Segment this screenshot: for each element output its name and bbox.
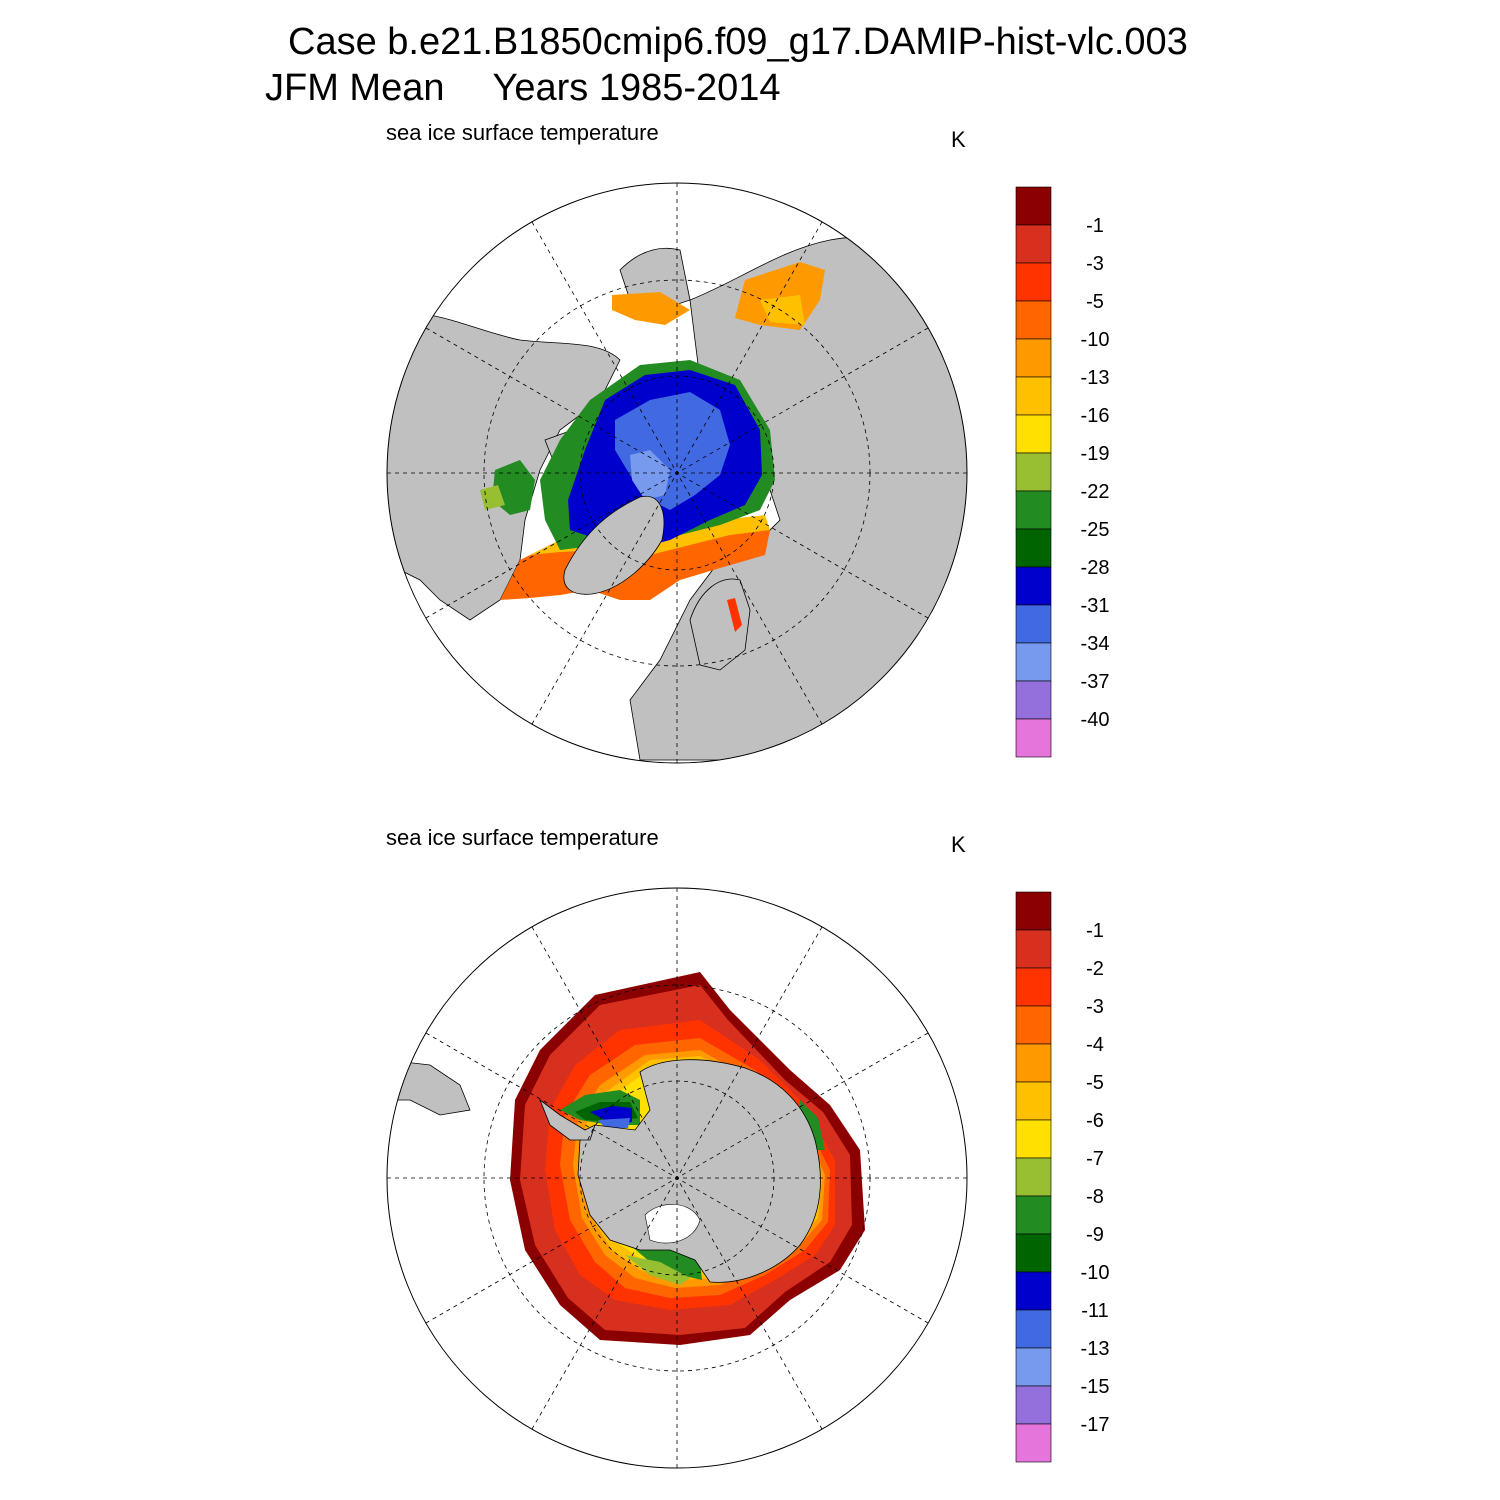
north-colorbar-swatch [1015,224,1052,264]
south-colorbar-swatch [1015,1271,1052,1311]
south-ice-shelf-ross [644,1204,701,1244]
south-land-antarctic-peninsula [539,1098,596,1141]
south-colorbar-swatch [1015,1423,1052,1463]
north-colorbar-tick-label: -19 [1081,443,1110,465]
north-graticule [387,183,967,763]
south-colorbar-tick-label: -11 [1081,1300,1108,1322]
north-colorbar-swatch [1015,566,1052,606]
north-colorbar-swatch [1015,718,1052,758]
south-panel-label: sea ice surface temperature [386,825,659,850]
north-colorbar-tick-label: -22 [1081,481,1110,503]
north-colorbar-tick-label: -37 [1081,671,1110,693]
season-label: JFM Mean [265,67,445,109]
south-colorbar: -1 -2 -3 -4 -5 -6 -7 -8 -9 -10 -11 -13 -15 -17 [1015,891,1110,1463]
south-colorbar-swatch [1015,1309,1052,1349]
north-colorbar-tick-label: -25 [1081,519,1110,541]
north-colorbar-swatch [1015,376,1052,416]
north-colorbar-tick-label: -40 [1081,709,1110,731]
south-colorbar-swatch [1015,1157,1052,1197]
north-colorbar-swatch [1015,642,1052,682]
south-colorbar-tick-label: -1 [1086,920,1104,942]
north-colorbar: -1 -3 -5 -10 -13 -16 -19 -22 -25 -28 -31 -34 -37 -40 [1015,186,1110,758]
south-colorbar-tick-label: -5 [1086,1072,1104,1094]
south-colorbar-tick-label: -2 [1086,958,1104,980]
north-colorbar-swatch [1015,338,1052,378]
south-ice-east-green [800,1100,825,1150]
north-colorbar-tick-label: -1 [1086,215,1104,237]
north-colorbar-tick-label: -28 [1081,557,1110,579]
north-ice-okhotsk [612,292,690,325]
north-polar-map [386,182,968,764]
north-colorbar-swatch [1015,186,1052,226]
south-colorbar-tick-label: -13 [1081,1338,1110,1360]
north-colorbar-tick-label: -13 [1081,367,1110,389]
south-colorbar-swatch [1015,1043,1052,1083]
south-ice-ross-yellowgreen [625,1255,690,1285]
south-polar-map [386,887,968,1469]
south-units-label: K [951,832,966,857]
north-colorbar-swatch [1015,528,1052,568]
south-ice-ross-green [630,1245,702,1280]
south-colorbar-tick-label: -17 [1081,1414,1110,1436]
south-colorbar-swatch [1015,1119,1052,1159]
north-colorbar-tick-label: -3 [1086,253,1104,275]
south-colorbar-tick-label: -9 [1086,1224,1104,1246]
north-colorbar-swatch [1015,300,1052,340]
north-units-label: K [951,127,966,152]
south-colorbar-swatch [1015,891,1052,931]
south-colorbar-tick-label: -10 [1081,1262,1110,1284]
north-colorbar-swatch [1015,262,1052,302]
south-colorbar-swatch [1015,1081,1052,1121]
south-colorbar-swatch [1015,1347,1052,1387]
north-colorbar-tick-label: -34 [1081,633,1110,655]
north-colorbar-swatch [1015,604,1052,644]
north-colorbar-swatch [1015,490,1052,530]
south-colorbar-swatch [1015,967,1052,1007]
north-colorbar-tick-label: -5 [1086,291,1104,313]
figure-title-period: JFM Mean Years 1985-2014 [265,68,781,108]
south-colorbar-swatch [1015,1005,1052,1045]
south-colorbar-tick-label: -6 [1086,1110,1104,1132]
north-ice-baltic [727,598,742,632]
north-colorbar-tick-label: -31 [1081,595,1110,617]
south-graticule [387,888,967,1468]
south-colorbar-tick-label: -3 [1086,996,1104,1018]
north-panel-label: sea ice surface temperature [386,120,659,145]
south-ice-weddell-royalblue [598,1118,630,1128]
north-ice-bering-warm [760,295,805,325]
north-colorbar-swatch [1015,452,1052,492]
years-label: Years 1985-2014 [492,67,781,109]
north-colorbar-tick-label: -10 [1081,329,1110,351]
south-colorbar-swatch [1015,1195,1052,1235]
north-ice-core-lightblue [630,450,670,500]
south-colorbar-swatch [1015,929,1052,969]
north-colorbar-tick-label: -16 [1081,405,1110,427]
south-land-antarctica [577,1059,821,1283]
north-colorbar-swatch [1015,414,1052,454]
north-land-north-america [387,312,621,621]
north-land-greenland-top [563,495,665,595]
south-colorbar-tick-label: -7 [1086,1148,1104,1170]
south-colorbar-tick-label: -4 [1086,1034,1104,1056]
south-colorbar-tick-label: -8 [1086,1186,1104,1208]
south-colorbar-tick-label: -15 [1081,1376,1110,1398]
figure-title-case: Case b.e21.B1850cmip6.f09_g17.DAMIP-hist… [288,21,1188,63]
north-colorbar-swatch [1015,680,1052,720]
south-colorbar-swatch [1015,1233,1052,1273]
south-colorbar-swatch [1015,1385,1052,1425]
north-ice-hudson-yellowgreen [480,485,505,510]
